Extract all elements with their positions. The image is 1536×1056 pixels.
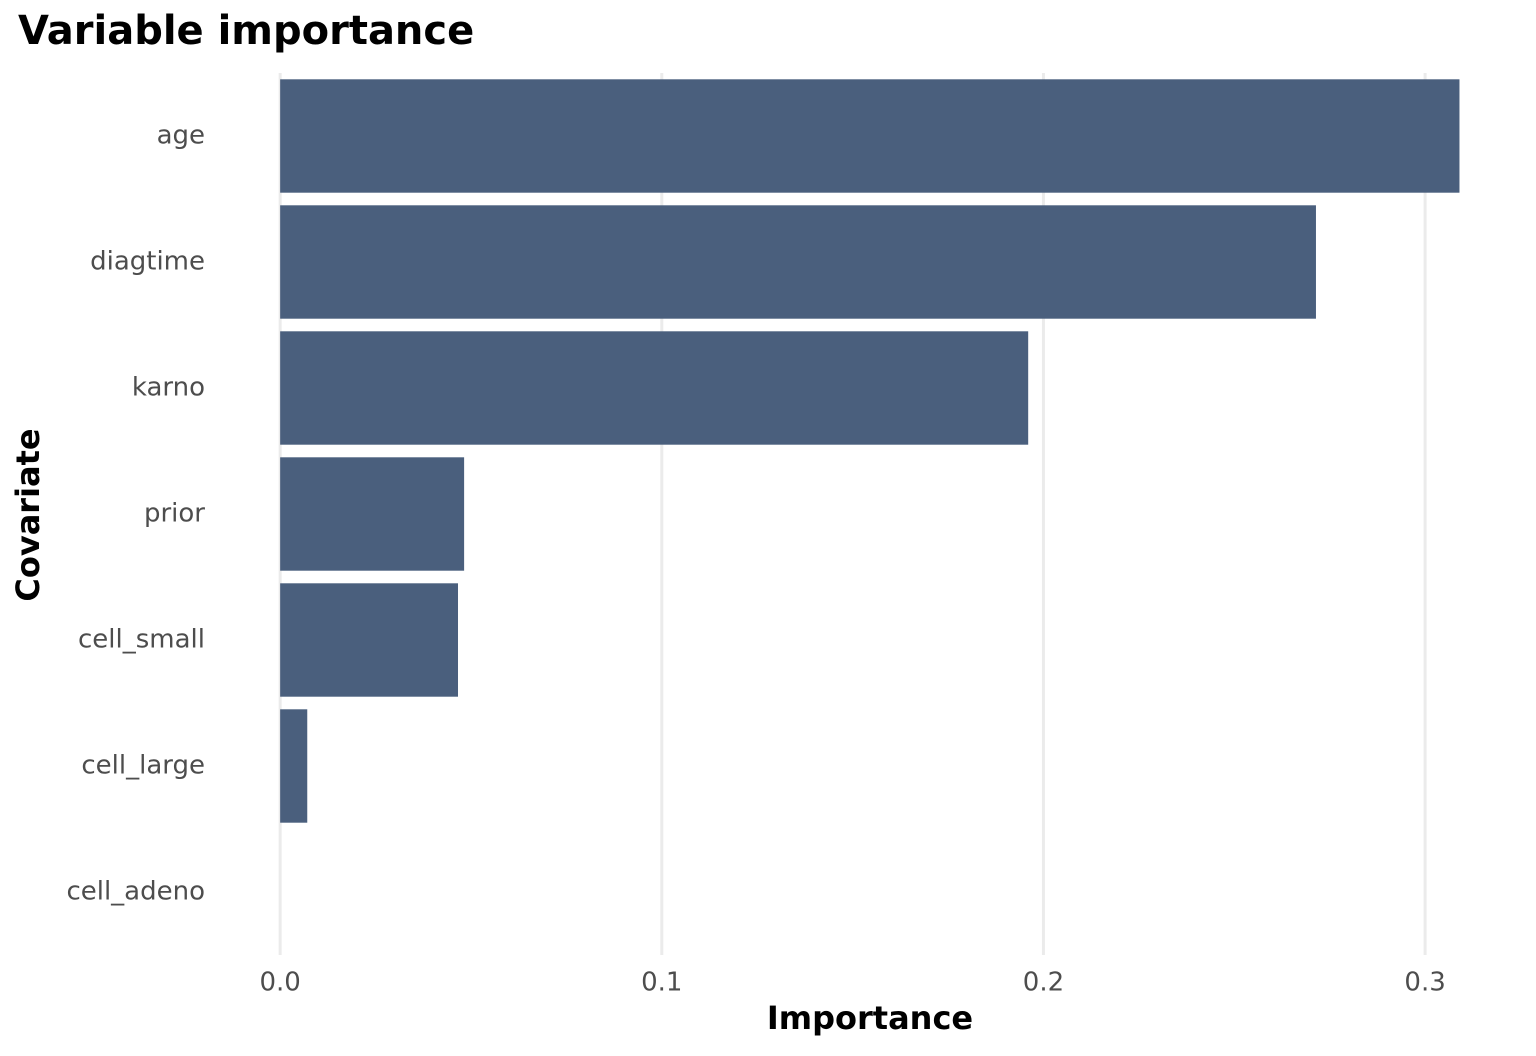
y-tick-label: karno — [132, 373, 205, 403]
y-axis-title: Covariate — [9, 428, 47, 601]
x-tick-label: 0.0 — [259, 968, 300, 998]
bar — [280, 79, 1460, 193]
x-tick-label: 0.2 — [1023, 968, 1064, 998]
x-tick-label: 0.3 — [1404, 968, 1445, 998]
y-tick-label: cell_small — [78, 625, 205, 655]
bar — [280, 331, 1029, 445]
chart-title: Variable importance — [18, 8, 474, 54]
bar — [280, 709, 308, 823]
y-tick-label: prior — [144, 499, 205, 529]
y-tick-label: cell_adeno — [66, 877, 205, 907]
bar — [280, 457, 465, 571]
y-tick-label: cell_large — [81, 751, 205, 781]
bar — [280, 583, 459, 697]
x-tick-label: 0.1 — [641, 968, 682, 998]
y-tick-label: age — [157, 121, 205, 151]
x-axis-title: Importance — [767, 999, 973, 1037]
y-tick-label: diagtime — [90, 247, 205, 277]
bar — [280, 205, 1316, 319]
